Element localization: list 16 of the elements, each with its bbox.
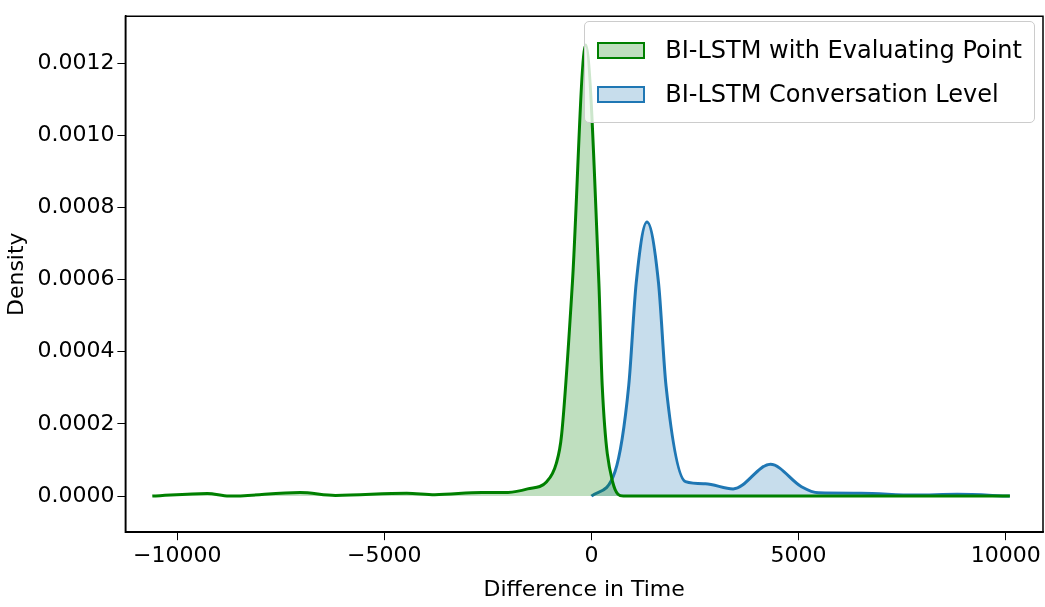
y-tick-label: 0.0008 (37, 193, 115, 219)
legend-label: BI-LSTM with Evaluating Point (665, 36, 1022, 64)
x-tick-label: 5000 (770, 542, 827, 568)
y-tick-label: 0.0012 (37, 48, 115, 74)
y-tick-label: 0.0002 (37, 409, 115, 435)
x-tick-label: −10000 (132, 542, 222, 568)
y-tick-label: 0.0006 (37, 265, 115, 291)
legend-label: BI-LSTM Conversation Level (665, 80, 999, 108)
y-tick-label: 0.0004 (37, 337, 115, 363)
y-tick-label: 0.0010 (37, 121, 115, 146)
y-tick-label: 0.0000 (37, 481, 115, 507)
x-tick-label: −5000 (347, 542, 422, 568)
x-tick-label: 0 (584, 542, 599, 568)
x-tick-label: 10000 (970, 542, 1041, 568)
x-axis-title: Difference in Time (483, 575, 685, 601)
y-axis-title: Density (2, 232, 28, 317)
